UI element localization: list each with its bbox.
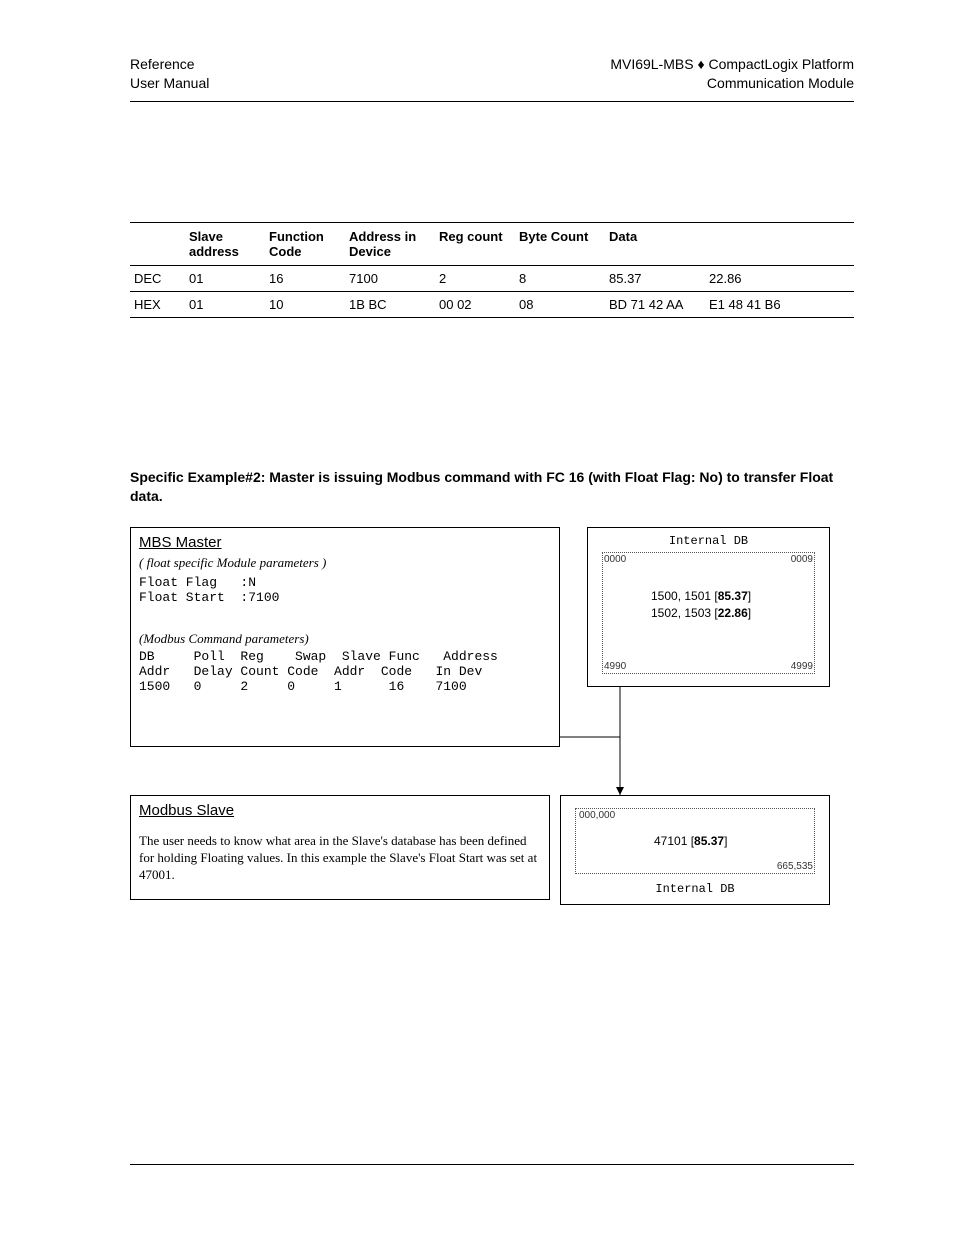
master-sub1: ( float specific Module parameters ) [139,555,551,571]
header-right-line2: Communication Module [610,74,854,93]
table-row: DEC011671002885.3722.86 [130,265,854,291]
db-top-br: 4999 [791,661,813,672]
table-cell: 01 [185,265,265,291]
db-top-v2-b: 22.86 [718,606,748,620]
table-cell: DEC [130,265,185,291]
db-top-bl: 4990 [604,661,626,672]
mbs-master-title: MBS Master [139,534,551,551]
col-header: Slave address [185,222,265,265]
table-cell: 08 [515,291,605,317]
table-cell: E1 48 41 B6 [705,291,854,317]
db-bot-v1-b: 85.37 [694,834,724,848]
table-cell: 85.37 [605,265,705,291]
col-header: Reg count [435,222,515,265]
db-top-v1-c: ] [748,589,751,603]
mbs-master-box: MBS Master ( float specific Module param… [130,527,560,747]
table-cell: 22.86 [705,265,854,291]
db-top-tl: 0000 [604,554,626,565]
table-cell: 10 [265,291,345,317]
internal-db-bottom: 000,000 47101 [85.37] 665,535 Internal D… [560,795,830,905]
master-floatflag: Float Flag :N [139,575,551,590]
table-cell: 16 [265,265,345,291]
col-header [130,222,185,265]
master-cmd-hdr1: DB Poll Reg Swap Slave Func Address [139,649,551,664]
db-bot-title: Internal DB [569,882,821,896]
internal-db-top: Internal DB 0000 0009 1500, 1501 [85.37]… [587,527,830,687]
header-left: Reference User Manual [130,55,209,93]
table-cell: 01 [185,291,265,317]
table-cell: 1B BC [345,291,435,317]
table-cell: 2 [435,265,515,291]
modbus-slave-title: Modbus Slave [139,802,541,819]
diagram: MBS Master ( float specific Module param… [130,527,830,927]
table-row: HEX01101B BC00 0208BD 71 42 AAE1 48 41 B… [130,291,854,317]
modbus-packet-table: Slave addressFunction CodeAddress in Dev… [130,222,854,318]
table-cell: HEX [130,291,185,317]
table-cell: BD 71 42 AA [605,291,705,317]
footer-rule [130,1164,854,1165]
modbus-slave-box: Modbus Slave The user needs to know what… [130,795,550,900]
col-header: Data [605,222,705,265]
modbus-slave-body: The user needs to know what area in the … [139,833,541,884]
col-header: Address in Device [345,222,435,265]
col-header: Function Code [265,222,345,265]
table-cell: 7100 [345,265,435,291]
master-cmd-hdr2: Addr Delay Count Code Addr Code In Dev [139,664,551,679]
col-header: Byte Count [515,222,605,265]
db-bot-br: 665,535 [777,861,813,872]
db-top-v2-c: ] [748,606,751,620]
db-top-title: Internal DB [596,534,821,548]
master-cmd-row: 1500 0 2 0 1 16 7100 [139,679,551,694]
table-cell: 00 02 [435,291,515,317]
db-bot-v1-c: ] [724,834,727,848]
db-top-v1-b: 85.37 [718,589,748,603]
db-bot-v1-a: 47101 [ [654,834,694,848]
db-top-tr: 0009 [791,554,813,565]
db-top-v2-a: 1502, 1503 [ [651,606,718,620]
table-cell: 8 [515,265,605,291]
col-header [705,222,854,265]
master-sub2: (Modbus Command parameters) [139,631,551,647]
header-right: MVI69L-MBS ♦ CompactLogix Platform Commu… [610,55,854,93]
db-bot-tl: 000,000 [579,810,615,821]
example-heading: Specific Example#2: Master is issuing Mo… [130,468,854,507]
page-header: Reference User Manual MVI69L-MBS ♦ Compa… [130,55,854,102]
master-floatstart: Float Start :7100 [139,590,551,605]
header-left-line1: Reference [130,55,209,74]
db-top-v1-a: 1500, 1501 [ [651,589,718,603]
header-left-line2: User Manual [130,74,209,93]
header-right-line1: MVI69L-MBS ♦ CompactLogix Platform [610,55,854,74]
